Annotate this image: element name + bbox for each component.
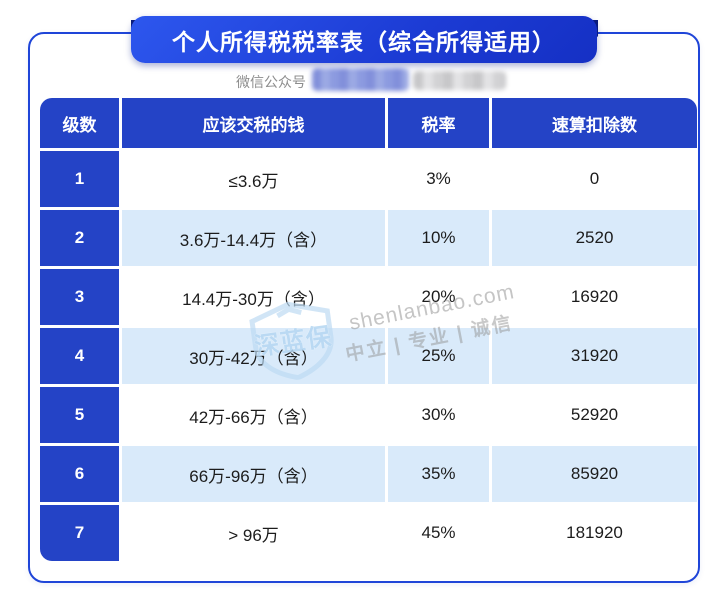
cell-range: 3.6万-14.4万（含） <box>122 210 385 266</box>
cell-rate: 30% <box>388 387 489 443</box>
cell-range: ≤3.6万 <box>122 151 385 207</box>
tax-rate-table: 级数 应该交税的钱 税率 速算扣除数 1 ≤3.6万 3% 0 2 3.6万-14.4万（… <box>40 98 697 561</box>
cell-deduction: 0 <box>492 151 697 207</box>
cell-rate: 35% <box>388 446 489 502</box>
cell-rate: 45% <box>388 505 489 561</box>
column-header-level: 级数 <box>40 98 119 148</box>
cell-level: 7 <box>40 505 119 561</box>
cell-level: 1 <box>40 151 119 207</box>
cell-deduction: 16920 <box>492 269 697 325</box>
cell-rate: 10% <box>388 210 489 266</box>
cell-deduction: 52920 <box>492 387 697 443</box>
cell-level: 6 <box>40 446 119 502</box>
redacted-account-name-blur <box>312 68 409 91</box>
cell-range: 42万-66万（含） <box>122 387 385 443</box>
wechat-account-label: 微信公众号 <box>236 74 306 90</box>
cell-level: 2 <box>40 210 119 266</box>
title-banner: 个人所得税税率表（综合所得适用） <box>131 16 597 63</box>
column-header-range: 应该交税的钱 <box>122 98 385 148</box>
cell-deduction: 181920 <box>492 505 697 561</box>
cell-rate: 3% <box>388 151 489 207</box>
cell-rate: 25% <box>388 328 489 384</box>
column-header-rate: 税率 <box>388 98 489 148</box>
cell-range: 30万-42万（含） <box>122 328 385 384</box>
cell-level: 5 <box>40 387 119 443</box>
redacted-account-id-blur <box>413 71 506 90</box>
cell-level: 4 <box>40 328 119 384</box>
column-header-deduction: 速算扣除数 <box>492 98 697 148</box>
cell-range: 66万-96万（含） <box>122 446 385 502</box>
cell-rate: 20% <box>388 269 489 325</box>
page-title: 个人所得税税率表（综合所得适用） <box>172 28 556 55</box>
cell-range: 14.4万-30万（含） <box>122 269 385 325</box>
cell-deduction: 2520 <box>492 210 697 266</box>
cell-deduction: 31920 <box>492 328 697 384</box>
cell-level: 3 <box>40 269 119 325</box>
cell-deduction: 85920 <box>492 446 697 502</box>
cell-range: > 96万 <box>122 505 385 561</box>
